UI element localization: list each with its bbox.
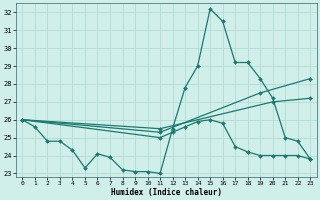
- X-axis label: Humidex (Indice chaleur): Humidex (Indice chaleur): [111, 188, 222, 197]
